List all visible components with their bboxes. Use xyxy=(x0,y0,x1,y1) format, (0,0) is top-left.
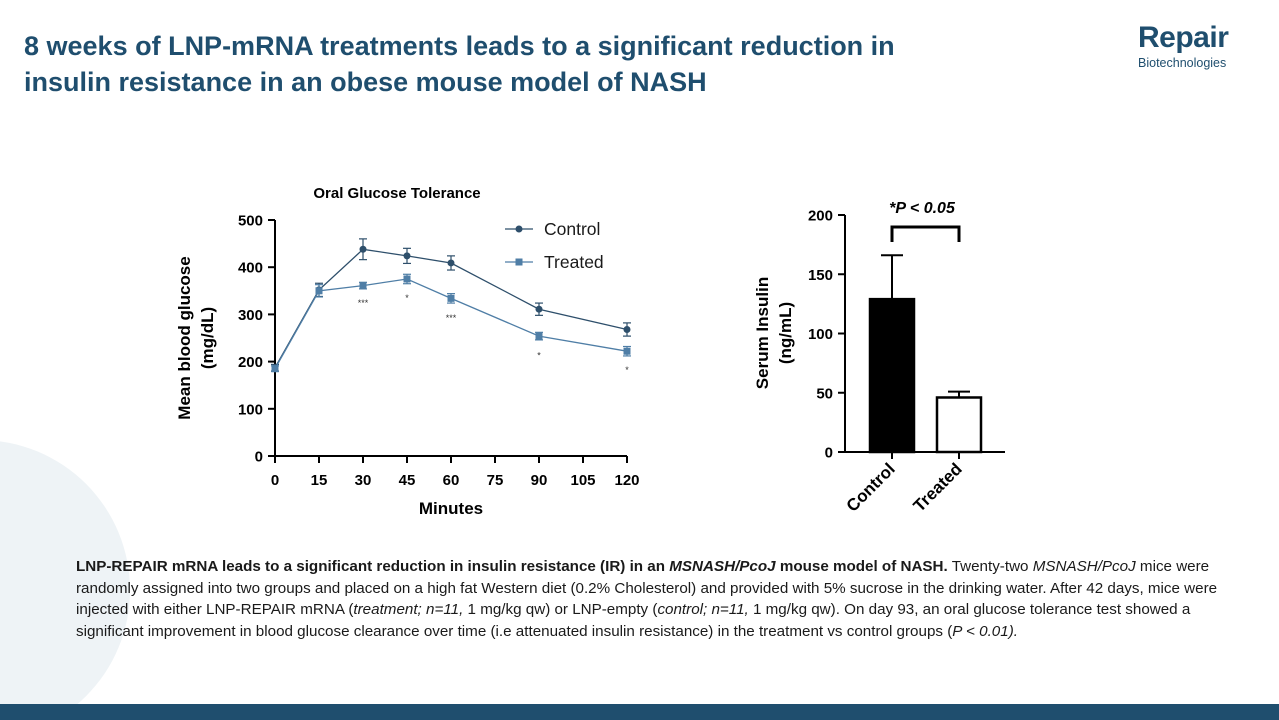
insulin-y-tick-label: 0 xyxy=(825,445,833,462)
ogtt-significance-mark: *** xyxy=(358,298,369,308)
caption-lead-2: mouse model of NASH. xyxy=(775,558,948,575)
ogtt-x-tick-label: 75 xyxy=(487,472,504,489)
ogtt-data-point xyxy=(623,326,631,334)
significance-bracket xyxy=(890,225,961,242)
insulin-y-tick-label: 50 xyxy=(816,385,833,402)
ogtt-x-tick-label: 105 xyxy=(570,472,595,489)
ogtt-series-line xyxy=(274,278,628,370)
insulin-bar xyxy=(868,297,916,454)
legend-label: Treated xyxy=(544,252,604,272)
company-logo: Repair Biotechnologies xyxy=(1138,21,1258,71)
legend-marker xyxy=(515,225,523,233)
background-decoration xyxy=(0,441,130,710)
footer-bar xyxy=(0,704,1279,720)
caption-control: control; n=11, xyxy=(657,601,749,619)
ogtt-chart-title: Oral Glucose Tolerance xyxy=(313,185,480,202)
ogtt-data-point xyxy=(403,275,411,283)
insulin-y-tick-label: 100 xyxy=(808,326,833,343)
insulin-bar xyxy=(935,396,983,454)
insulin-y-tick-label: 200 xyxy=(808,208,833,225)
caption-treatment: treatment; n=11, xyxy=(353,601,464,619)
ogtt-data-point xyxy=(403,252,411,260)
ogtt-x-tick-label: 90 xyxy=(531,472,548,489)
ogtt-x-tick-label: 45 xyxy=(399,472,416,489)
insulin-y-axis-label-line-2: (ng/mL) xyxy=(776,302,795,364)
ogtt-data-point xyxy=(535,305,543,313)
caption-text-3: 1 mg/kg qw) or LNP-empty ( xyxy=(463,601,658,619)
legend-marker xyxy=(515,258,523,266)
significance-label: *P < 0.05 xyxy=(889,200,956,217)
figure-caption: LNP-REPAIR mRNA leads to a significant r… xyxy=(76,556,1226,642)
caption-text-1: Twenty-two xyxy=(947,558,1033,575)
ogtt-data-point xyxy=(315,287,323,295)
ogtt-x-tick-label: 120 xyxy=(614,472,639,489)
ogtt-y-tick-label: 200 xyxy=(238,354,263,371)
logo-subtitle: Biotechnologies xyxy=(1138,56,1227,70)
ogtt-y-tick-label: 300 xyxy=(238,307,263,324)
ogtt-y-tick-label: 0 xyxy=(255,449,263,466)
caption-text-4: 1 mg/kg qw). On day 93, an oral glucose … xyxy=(76,601,1191,640)
slide-title: 8 weeks of LNP-mRNA treatments leads to … xyxy=(24,28,1084,100)
ogtt-significance-mark: * xyxy=(625,365,629,375)
caption-strain: MSNASH/PcoJ xyxy=(1032,558,1136,575)
caption-lead-1: LNP-REPAIR mRNA leads to a significant r… xyxy=(76,558,670,575)
ogtt-data-point xyxy=(447,259,455,267)
caption-p-value: P < 0.01). xyxy=(952,622,1018,640)
ogtt-x-axis-label: Minutes xyxy=(419,499,483,518)
insulin-x-tick-label: Treated xyxy=(910,459,966,515)
ogtt-data-point xyxy=(271,365,279,373)
slide-title-line-2: insulin resistance in an obese mouse mod… xyxy=(24,67,707,97)
logo-wordmark: Repair xyxy=(1138,21,1229,54)
ogtt-significance-mark: * xyxy=(537,350,541,360)
caption-lead-strain: MSNASH/PcoJ xyxy=(669,558,776,575)
insulin-y-axis-label-line-1: Serum Insulin xyxy=(753,277,772,389)
ogtt-y-tick-label: 500 xyxy=(238,213,263,230)
legend-label: Control xyxy=(544,219,600,239)
ogtt-y-tick-label: 400 xyxy=(238,260,263,277)
ogtt-data-point xyxy=(623,347,631,355)
charts-canvas: Oral Glucose Tolerance Minutes Mean bloo… xyxy=(175,185,1005,518)
ogtt-y-axis-label-line-2: (mg/dL) xyxy=(198,307,217,369)
caption-text-2: mice were randomly assigned into two gro… xyxy=(76,558,1218,619)
insulin-y-tick-label: 150 xyxy=(808,267,833,284)
insulin-plot-area: 0 50 100 150 200 Control Treated xyxy=(808,208,1005,516)
insulin-x-tick-label: Control xyxy=(843,459,899,515)
ogtt-significance-mark: *** xyxy=(446,313,457,323)
ogtt-y-axis-label-line-1: Mean blood glucose xyxy=(175,256,194,419)
ogtt-x-tick-label: 30 xyxy=(355,472,372,489)
ogtt-y-tick-label: 100 xyxy=(238,401,263,418)
ogtt-data-point xyxy=(359,245,367,253)
ogtt-data-point xyxy=(535,332,543,340)
ogtt-data-point xyxy=(447,294,455,302)
ogtt-x-tick-label: 60 xyxy=(443,472,460,489)
ogtt-x-tick-label: 0 xyxy=(271,472,279,489)
ogtt-x-tick-label: 15 xyxy=(311,472,328,489)
ogtt-significance-mark: * xyxy=(405,293,409,303)
ogtt-data-point xyxy=(359,282,367,290)
slide-title-line-1: 8 weeks of LNP-mRNA treatments leads to … xyxy=(24,31,895,61)
